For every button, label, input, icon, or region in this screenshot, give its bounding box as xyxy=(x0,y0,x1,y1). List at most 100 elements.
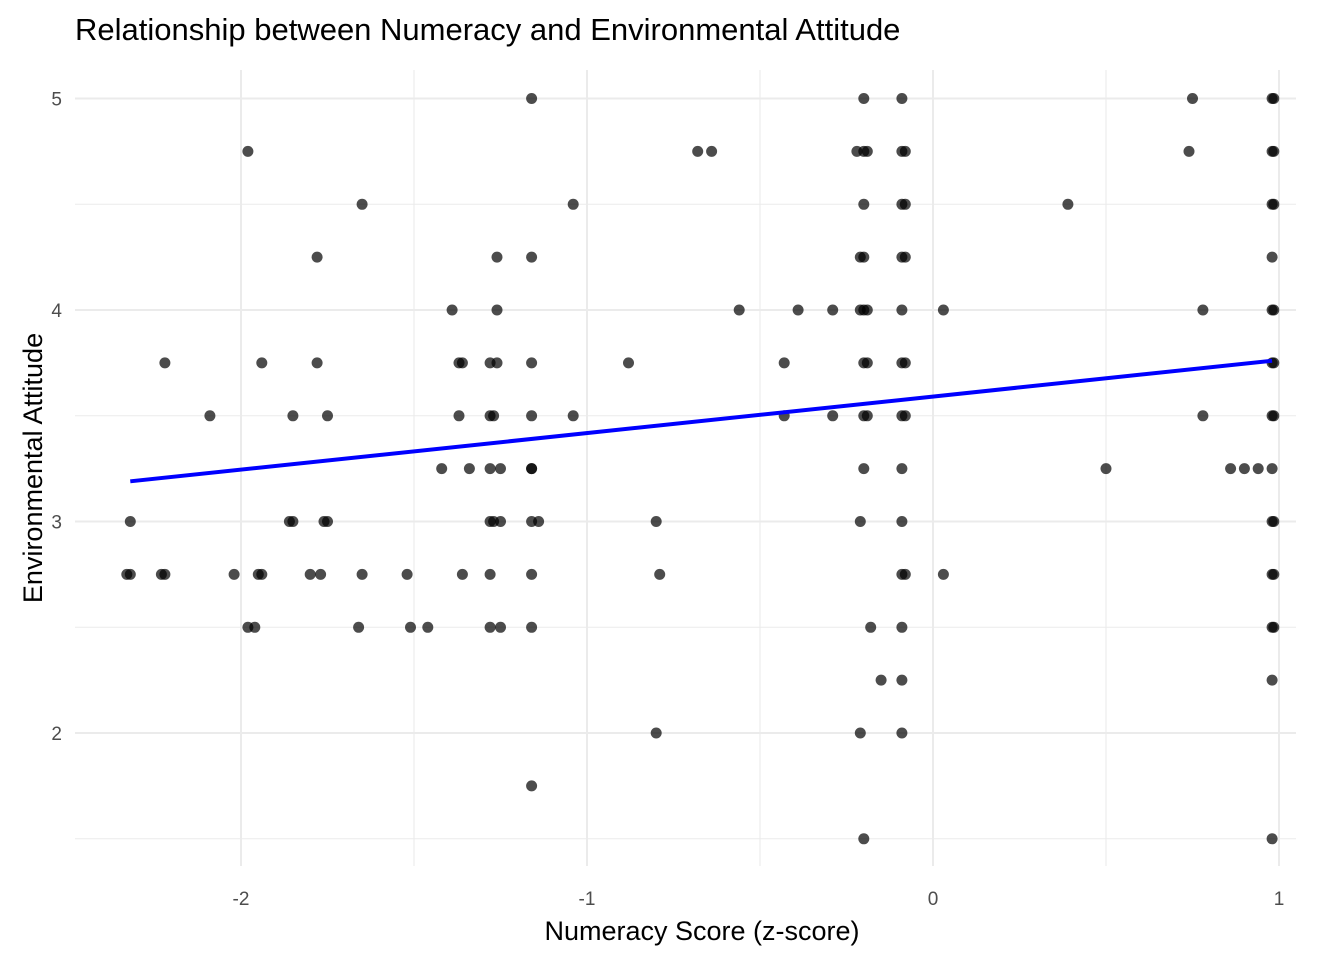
data-point xyxy=(322,410,333,422)
data-point xyxy=(1238,463,1250,475)
data-point xyxy=(495,463,506,475)
y-axis-title: Environmental Attitude xyxy=(18,333,48,603)
data-point xyxy=(650,516,662,527)
data-point xyxy=(526,621,538,633)
data-point xyxy=(484,463,496,475)
data-point xyxy=(495,516,506,527)
data-point xyxy=(526,357,538,369)
data-point xyxy=(311,357,323,369)
data-point xyxy=(526,568,538,580)
data-point xyxy=(1268,410,1280,422)
chart-title: Relationship between Numeracy and Enviro… xyxy=(75,12,900,47)
y-tick-label: 5 xyxy=(51,90,62,111)
data-point xyxy=(623,357,634,369)
x-axis-tick-labels: -2 -1 0 1 xyxy=(233,889,1285,910)
data-point xyxy=(1187,93,1198,104)
data-point xyxy=(899,357,911,369)
data-point xyxy=(526,463,538,475)
data-point xyxy=(456,357,468,369)
data-point xyxy=(896,304,908,316)
data-point xyxy=(896,516,908,527)
data-point xyxy=(896,727,908,739)
data-point xyxy=(899,145,911,157)
data-point xyxy=(1268,304,1280,316)
data-point xyxy=(526,780,538,792)
data-point xyxy=(256,357,268,369)
data-point xyxy=(1062,198,1074,210)
data-point xyxy=(861,304,873,316)
data-point xyxy=(1268,93,1280,104)
data-point xyxy=(322,516,333,527)
data-point xyxy=(256,568,268,580)
x-tick-label: -2 xyxy=(233,889,250,910)
data-point xyxy=(1252,463,1264,475)
data-point xyxy=(456,568,468,580)
y-tick-label: 3 xyxy=(51,513,62,534)
data-point xyxy=(1268,145,1280,157)
data-point xyxy=(311,251,323,263)
y-tick-label: 2 xyxy=(51,724,62,745)
data-point xyxy=(242,145,254,157)
data-point xyxy=(827,410,839,422)
data-point xyxy=(488,410,500,422)
data-point xyxy=(463,463,475,475)
data-point xyxy=(204,410,216,422)
data-point xyxy=(453,410,465,422)
data-point xyxy=(446,304,458,316)
data-point xyxy=(567,198,579,210)
data-point xyxy=(937,304,949,316)
data-point xyxy=(1266,833,1278,845)
data-point xyxy=(491,357,503,369)
regression-line-group xyxy=(130,358,1273,484)
data-point xyxy=(875,674,887,686)
data-point xyxy=(287,516,299,527)
data-point xyxy=(356,198,368,210)
data-point xyxy=(654,568,666,580)
data-point xyxy=(159,568,171,580)
data-point xyxy=(228,568,240,580)
x-tick-label: 0 xyxy=(928,889,939,910)
data-point xyxy=(436,463,448,475)
data-point xyxy=(858,833,870,845)
data-point xyxy=(899,251,911,263)
data-point xyxy=(1268,621,1280,633)
data-point xyxy=(287,410,299,422)
y-axis-tick-labels: 2 3 4 5 xyxy=(51,90,62,746)
data-point xyxy=(567,410,579,422)
data-point xyxy=(706,145,718,157)
data-point xyxy=(1100,463,1112,475)
data-point xyxy=(1268,198,1280,210)
data-points xyxy=(121,93,1280,845)
data-point xyxy=(401,568,413,580)
data-point xyxy=(526,410,538,422)
data-point xyxy=(124,568,136,580)
data-point xyxy=(1266,463,1278,475)
regression-line xyxy=(130,358,1273,484)
data-point xyxy=(937,568,949,580)
data-point xyxy=(827,304,839,316)
data-point xyxy=(304,568,316,580)
data-point xyxy=(899,198,911,210)
data-point xyxy=(1225,463,1237,475)
data-point xyxy=(858,93,870,104)
data-point xyxy=(495,621,506,633)
data-point xyxy=(491,304,503,316)
data-point xyxy=(422,621,434,633)
x-axis-title: Numeracy Score (z-score) xyxy=(544,916,859,946)
data-point xyxy=(733,304,745,316)
data-point xyxy=(858,463,870,475)
data-point xyxy=(896,674,908,686)
data-point xyxy=(249,621,261,633)
y-tick-label: 4 xyxy=(51,301,62,322)
data-point xyxy=(899,568,911,580)
data-point xyxy=(861,357,873,369)
data-point xyxy=(1266,674,1278,686)
data-point xyxy=(491,251,503,263)
data-point xyxy=(692,145,704,157)
data-point xyxy=(1183,145,1195,157)
data-point xyxy=(1197,304,1209,316)
data-point xyxy=(353,621,365,633)
data-point xyxy=(792,304,804,316)
data-point xyxy=(896,463,908,475)
